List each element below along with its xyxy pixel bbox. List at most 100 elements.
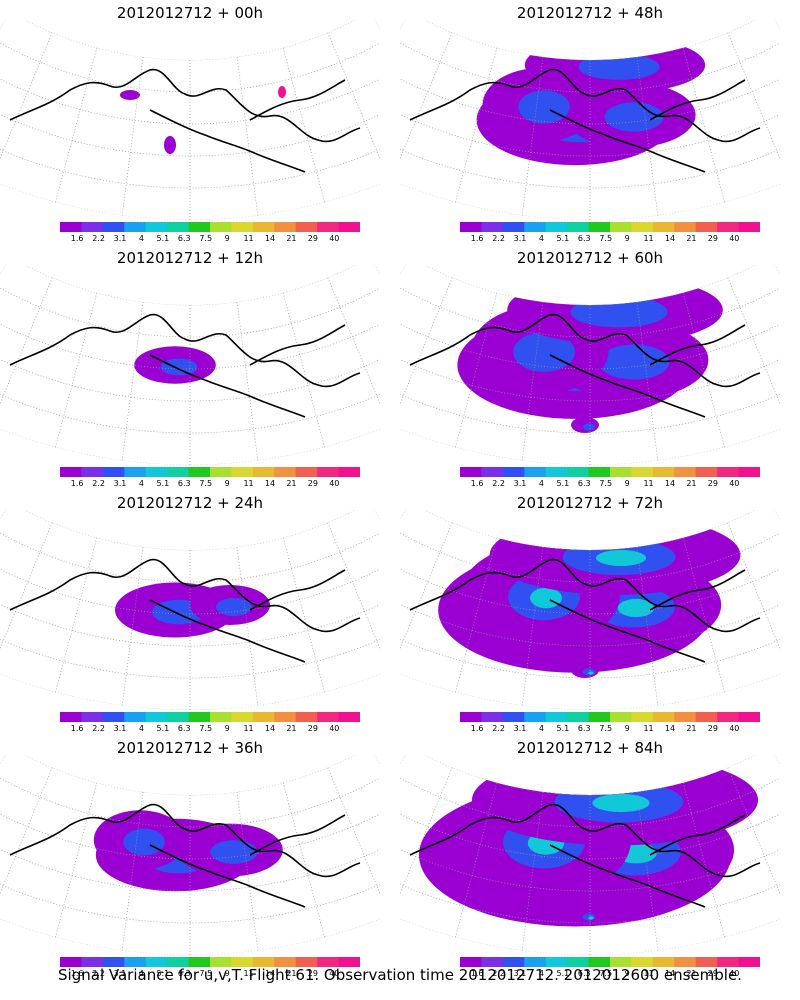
forecast-panel: 2012012712 + 48h 1.6 2.2 3.1 4 5.1 6.3 7.5 9 11 14…: [400, 0, 780, 245]
coastline: [409, 313, 761, 388]
colorbar-label: 40: [729, 234, 740, 243]
colorbar-label: 14: [664, 234, 676, 243]
coastline: [149, 844, 306, 908]
variance-core: [210, 840, 258, 864]
colorbar-swatch: [588, 467, 611, 477]
colorbar-label: 11: [243, 479, 254, 488]
panel-title: 2012012712 + 84h: [516, 739, 664, 757]
colorbar-label: 9: [624, 969, 630, 978]
colorbar-swatch: [252, 712, 275, 722]
coastline: [409, 558, 761, 633]
colorbar-swatch: [567, 712, 590, 722]
coastline: [149, 599, 306, 663]
colorbar-label: 40: [329, 479, 340, 488]
colorbar-swatch: [102, 712, 125, 722]
panel-title: 2012012712 + 24h: [116, 494, 264, 512]
colorbar-swatch: [317, 957, 340, 967]
colorbar-swatch: [717, 957, 740, 967]
colorbar-label: 4: [138, 234, 144, 243]
colorbar-label: 6.3: [577, 724, 591, 733]
colorbar-swatch: [717, 222, 740, 232]
colorbar-label: 4: [138, 969, 144, 978]
colorbar-swatch: [481, 957, 504, 967]
colorbar-swatch: [674, 957, 697, 967]
colorbar-swatch: [502, 712, 525, 722]
colorbar-label: 6.3: [577, 479, 591, 488]
colorbar-label: 7.5: [599, 479, 613, 488]
colorbar-swatch: [652, 957, 675, 967]
colorbar-swatch: [295, 712, 318, 722]
colorbar-swatch: [588, 222, 611, 232]
panel-title: 2012012712 + 60h: [516, 249, 664, 267]
colorbar-label: 7.5: [199, 234, 213, 243]
colorbar-label: 1.6: [470, 724, 484, 733]
colorbar-label: 9: [624, 479, 630, 488]
colorbar: [460, 957, 760, 967]
colorbar-label: 11: [243, 234, 254, 243]
variance-core: [570, 296, 668, 328]
polar-map: [0, 265, 380, 465]
coastline: [9, 68, 361, 143]
colorbar-swatch: [188, 712, 211, 722]
colorbar-swatch: [81, 712, 104, 722]
variance-peak: [530, 587, 562, 609]
variance-peak: [595, 550, 647, 566]
colorbar-label: 1.6: [470, 969, 484, 978]
colorbar-swatch: [631, 712, 654, 722]
colorbar-label: 29: [707, 724, 718, 733]
colorbar-swatch: [695, 222, 718, 232]
variance-region: [164, 136, 176, 154]
colorbar-swatch: [102, 957, 125, 967]
colorbar-swatch: [631, 957, 654, 967]
colorbar-swatch: [231, 957, 254, 967]
colorbar-swatch: [231, 467, 254, 477]
colorbar: [60, 957, 360, 967]
colorbar-swatch: [545, 222, 568, 232]
colorbar-label: 1.6: [70, 234, 84, 243]
coastline: [9, 558, 361, 633]
colorbar-swatch: [738, 712, 760, 722]
coastline: [549, 109, 706, 173]
coastline: [249, 79, 346, 121]
colorbar-swatch: [567, 222, 590, 232]
forecast-panel: 2012012712 + 00h 1.6 2.2 3.1 4 5.1 6.3 7.5 9 11 14…: [0, 0, 380, 245]
colorbar-label: 3.1: [513, 479, 527, 488]
colorbar-label: 7.5: [199, 724, 213, 733]
colorbar-swatch: [167, 467, 190, 477]
coastline: [409, 803, 761, 878]
colorbar-label: 2.2: [492, 479, 505, 488]
forecast-panel: 2012012712 + 84h 1.6 2.2 3.1 4 5.1 6.3 7.5 9 11 14…: [400, 735, 780, 980]
colorbar-swatch: [167, 712, 190, 722]
colorbar-swatch: [274, 957, 297, 967]
colorbar-swatch: [738, 467, 760, 477]
variance-peak: [592, 793, 650, 813]
colorbar-swatch: [167, 957, 190, 967]
colorbar-swatch: [338, 712, 360, 722]
colorbar-swatch: [652, 222, 675, 232]
forecast-panel: 2012012712 + 36h 1.6 2.2 3.1 4 5.1 6.3 7.5 9 11 14…: [0, 735, 380, 980]
colorbar-swatch: [60, 467, 82, 477]
coastline: [649, 79, 746, 121]
variance-region: [278, 86, 286, 98]
colorbar-swatch: [610, 467, 632, 477]
variance-region: [120, 90, 140, 100]
colorbar-label: 5.1: [156, 479, 170, 488]
colorbar-label: 29: [307, 724, 318, 733]
forecast-panel: 2012012712 + 24h 1.6 2.2 3.1 4 5.1 6.3 7.5 9 11 14…: [0, 490, 380, 735]
colorbar-label: 1.6: [470, 234, 484, 243]
colorbar-label: 5.1: [556, 724, 570, 733]
coastline: [649, 569, 746, 611]
colorbar-label: 11: [643, 234, 654, 243]
colorbar-label: 5.1: [556, 969, 570, 978]
colorbar-swatch: [231, 222, 254, 232]
colorbar-swatch: [738, 222, 760, 232]
colorbar-swatch: [545, 467, 568, 477]
colorbar-label: 7.5: [599, 969, 613, 978]
colorbar-swatch: [502, 222, 525, 232]
colorbar-swatch: [524, 957, 547, 967]
colorbar-label: 7.5: [199, 969, 213, 978]
colorbar-swatch: [210, 957, 232, 967]
colorbar-swatch: [145, 712, 168, 722]
colorbar-label: 3.1: [113, 479, 127, 488]
variance-core: [598, 344, 670, 380]
